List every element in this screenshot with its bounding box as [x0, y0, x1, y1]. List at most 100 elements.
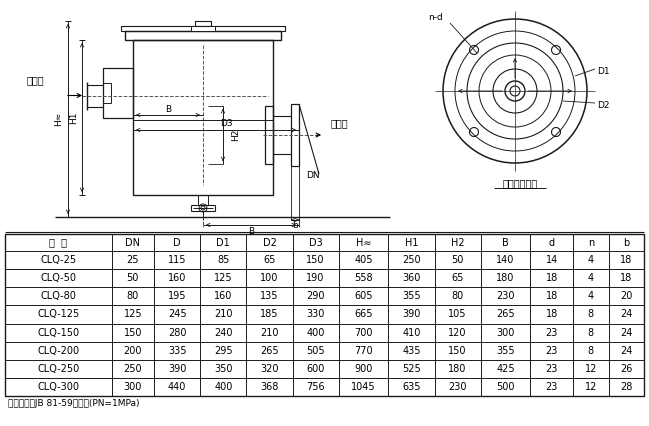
Text: 8: 8	[588, 309, 594, 320]
Text: 18: 18	[546, 291, 558, 301]
Text: 120: 120	[448, 328, 467, 337]
Text: b: b	[623, 238, 630, 248]
Text: 18: 18	[620, 255, 632, 265]
Text: 23: 23	[546, 364, 558, 374]
Text: 50: 50	[127, 273, 139, 283]
Text: 105: 105	[448, 309, 467, 320]
Text: 770: 770	[354, 345, 373, 356]
Text: 14: 14	[546, 255, 558, 265]
Text: CLQ-150: CLQ-150	[37, 328, 79, 337]
Text: 435: 435	[402, 345, 421, 356]
Text: 265: 265	[260, 345, 279, 356]
Text: 195: 195	[168, 291, 186, 301]
Text: 290: 290	[306, 291, 325, 301]
Text: 405: 405	[354, 255, 373, 265]
Text: 900: 900	[354, 364, 373, 374]
Text: 115: 115	[168, 255, 186, 265]
Text: 150: 150	[123, 328, 142, 337]
Text: B: B	[502, 238, 509, 248]
Text: D3: D3	[309, 238, 323, 248]
Text: CLQ-300: CLQ-300	[37, 382, 79, 392]
Text: 320: 320	[260, 364, 278, 374]
Text: CLQ-80: CLQ-80	[40, 291, 76, 301]
Text: 4: 4	[588, 291, 594, 301]
Text: 180: 180	[448, 364, 467, 374]
Text: 410: 410	[402, 328, 421, 337]
Text: 250: 250	[123, 364, 142, 374]
Text: 160: 160	[214, 291, 232, 301]
Text: 20: 20	[620, 291, 632, 301]
Text: B: B	[248, 227, 254, 236]
Text: 600: 600	[306, 364, 324, 374]
Text: 756: 756	[306, 382, 325, 392]
Text: CLQ-50: CLQ-50	[40, 273, 76, 283]
Text: 8: 8	[588, 345, 594, 356]
Text: 265: 265	[496, 309, 515, 320]
Text: 85: 85	[217, 255, 230, 265]
Text: 135: 135	[260, 291, 278, 301]
Text: D1: D1	[597, 66, 609, 75]
Text: 330: 330	[306, 309, 324, 320]
Text: CLQ-25: CLQ-25	[40, 255, 77, 265]
Text: 180: 180	[496, 273, 515, 283]
Bar	[291, 104, 299, 166]
Text: 进出油口法兰: 进出油口法兰	[502, 178, 537, 188]
Text: 500: 500	[496, 382, 515, 392]
Text: 425: 425	[496, 364, 515, 374]
Text: 605: 605	[354, 291, 373, 301]
Text: CLQ-200: CLQ-200	[37, 345, 79, 356]
Text: 190: 190	[306, 273, 324, 283]
Text: d: d	[548, 238, 555, 248]
Text: 240: 240	[214, 328, 232, 337]
Text: 65: 65	[263, 255, 276, 265]
Text: 150: 150	[306, 255, 325, 265]
Text: 558: 558	[354, 273, 373, 283]
Text: 355: 355	[496, 345, 515, 356]
Text: D1: D1	[217, 238, 230, 248]
Text: 210: 210	[260, 328, 278, 337]
Text: 24: 24	[620, 345, 632, 356]
Text: 18: 18	[620, 273, 632, 283]
Bar	[121, 26, 285, 31]
Bar	[191, 26, 215, 31]
Text: 1045: 1045	[351, 382, 376, 392]
Text: 23: 23	[546, 328, 558, 337]
Bar	[103, 68, 133, 118]
Text: 280: 280	[168, 328, 186, 337]
Text: 368: 368	[260, 382, 278, 392]
Text: 200: 200	[123, 345, 142, 356]
Bar	[195, 21, 211, 26]
Text: 295: 295	[214, 345, 232, 356]
Text: 65: 65	[452, 273, 464, 283]
Text: b: b	[292, 221, 298, 230]
Text: 300: 300	[123, 382, 142, 392]
Text: 185: 185	[260, 309, 278, 320]
Text: 28: 28	[620, 382, 632, 392]
Text: 150: 150	[448, 345, 467, 356]
Text: 12: 12	[585, 382, 597, 392]
Bar	[265, 106, 273, 164]
Text: B: B	[165, 104, 171, 113]
Text: 125: 125	[214, 273, 232, 283]
Text: 525: 525	[402, 364, 421, 374]
Text: n-d: n-d	[428, 14, 443, 23]
Text: H2: H2	[231, 129, 240, 141]
Text: 23: 23	[546, 345, 558, 356]
Text: 80: 80	[127, 291, 139, 301]
Text: 24: 24	[620, 328, 632, 337]
Text: 连接法兰按JB 81-59的规定(PN=1MPa): 连接法兰按JB 81-59的规定(PN=1MPa)	[8, 398, 140, 408]
Text: CLQ-125: CLQ-125	[37, 309, 79, 320]
Text: 335: 335	[168, 345, 186, 356]
Text: 400: 400	[214, 382, 232, 392]
Text: 250: 250	[402, 255, 421, 265]
Text: 140: 140	[496, 255, 515, 265]
Text: H2: H2	[451, 238, 465, 248]
Text: 100: 100	[260, 273, 278, 283]
Text: 18: 18	[546, 309, 558, 320]
Text: 80: 80	[452, 291, 464, 301]
Text: 4: 4	[588, 273, 594, 283]
Text: n: n	[587, 238, 594, 248]
Text: 12: 12	[585, 364, 597, 374]
Text: 300: 300	[496, 328, 515, 337]
Text: 360: 360	[402, 273, 421, 283]
